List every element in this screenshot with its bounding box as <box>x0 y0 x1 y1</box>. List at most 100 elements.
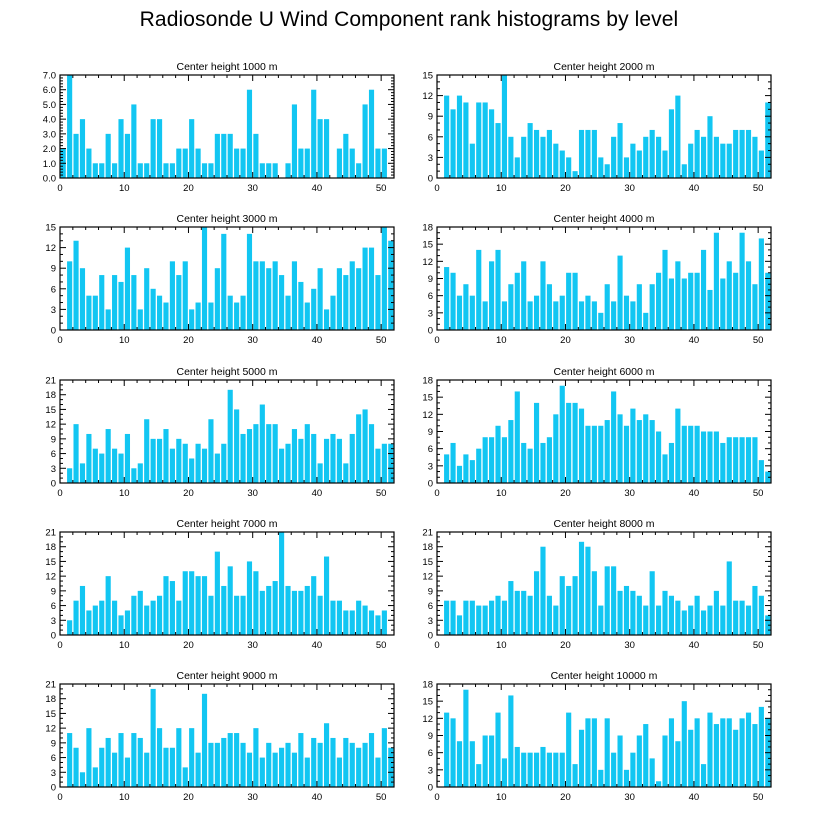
bar <box>598 157 604 178</box>
bar <box>253 133 259 178</box>
y-tick-label: 12 <box>422 714 433 725</box>
bar <box>540 442 546 483</box>
bar <box>617 735 623 787</box>
bar <box>381 610 387 635</box>
y-tick-label: 15 <box>422 240 433 251</box>
bar <box>368 733 375 787</box>
bar <box>675 408 681 483</box>
bar <box>758 706 764 787</box>
x-tick-label: 30 <box>247 183 258 194</box>
x-tick-label: 20 <box>560 488 571 499</box>
bar <box>285 742 291 787</box>
y-tick-label: 18 <box>422 376 433 387</box>
bar <box>176 148 182 178</box>
page-title: Radiosonde U Wind Component rank histogr… <box>139 8 679 31</box>
bar <box>311 433 317 483</box>
bar <box>375 148 381 178</box>
x-tick-label: 0 <box>434 640 439 651</box>
bar <box>124 247 131 330</box>
bar <box>675 741 681 787</box>
bar <box>195 576 201 635</box>
bar <box>144 268 150 330</box>
x-tick-label: 0 <box>57 792 62 803</box>
bar <box>150 288 156 330</box>
x-tick-label: 20 <box>183 640 194 651</box>
bar <box>156 438 163 483</box>
bar <box>739 129 745 178</box>
bar <box>578 729 585 787</box>
y-tick-label: 9 <box>51 586 56 597</box>
bar <box>291 261 298 330</box>
bar <box>694 272 700 330</box>
bar <box>726 143 732 178</box>
bar <box>86 148 92 178</box>
bar <box>553 301 559 330</box>
bar <box>124 610 131 635</box>
bar <box>630 143 636 178</box>
bar <box>227 389 233 483</box>
bar <box>92 448 98 483</box>
bar <box>195 302 201 330</box>
bar <box>298 281 304 330</box>
bar <box>298 148 304 178</box>
bar <box>765 102 771 178</box>
bar <box>182 148 188 178</box>
bar <box>246 233 253 330</box>
bar <box>578 301 585 330</box>
y-tick-label: 9 <box>428 274 433 285</box>
y-tick-label: 9 <box>428 427 433 438</box>
bar <box>221 443 227 483</box>
bar <box>105 576 111 635</box>
histogram-panel: Center height 7000 m 0 10 20 30 40 50 0 3 6 9 12 15 1… <box>45 518 395 651</box>
bar <box>611 301 617 330</box>
bar <box>604 718 610 787</box>
bar <box>253 424 259 483</box>
bar <box>182 767 188 787</box>
y-tick-label: 7.0 <box>43 71 56 82</box>
bar <box>463 454 469 483</box>
panel-title: Center height 3000 m <box>177 213 278 225</box>
x-tick-label: 0 <box>57 335 62 346</box>
bar <box>566 157 572 178</box>
bar <box>150 688 156 787</box>
bar <box>144 605 150 635</box>
y-tick-label: 21 <box>45 680 56 691</box>
bar <box>476 605 482 635</box>
bar <box>317 463 323 483</box>
bar <box>182 443 188 483</box>
bar <box>86 610 92 635</box>
bar <box>482 301 488 330</box>
bar <box>221 737 227 787</box>
x-tick-label: 30 <box>624 640 635 651</box>
bar <box>559 385 565 483</box>
bar <box>375 615 381 635</box>
bar <box>617 590 623 635</box>
bar <box>482 437 488 483</box>
histogram-panel: Center height 10000 m 0 10 20 30 40 50 0 3 6 9 12 15… <box>422 670 772 803</box>
bar <box>234 148 240 178</box>
bar <box>489 437 495 483</box>
bar <box>208 419 214 483</box>
bar <box>733 437 739 483</box>
panel-title: Center height 10000 m <box>551 670 658 682</box>
bar <box>527 123 533 178</box>
x-tick-label: 50 <box>753 792 764 803</box>
bar <box>572 171 578 178</box>
bar <box>86 728 92 787</box>
bar <box>214 742 220 787</box>
bar <box>343 610 349 635</box>
bar <box>540 546 546 635</box>
bar <box>67 620 73 635</box>
x-tick-label: 0 <box>434 488 439 499</box>
bar <box>285 443 291 483</box>
bar <box>456 95 463 178</box>
bar <box>67 75 73 178</box>
panel-title: Center height 8000 m <box>554 518 655 530</box>
x-tick-label: 10 <box>496 792 507 803</box>
bar <box>636 420 642 483</box>
bar <box>456 295 463 330</box>
bar <box>163 429 169 483</box>
bar <box>118 453 124 483</box>
bar <box>713 136 719 178</box>
